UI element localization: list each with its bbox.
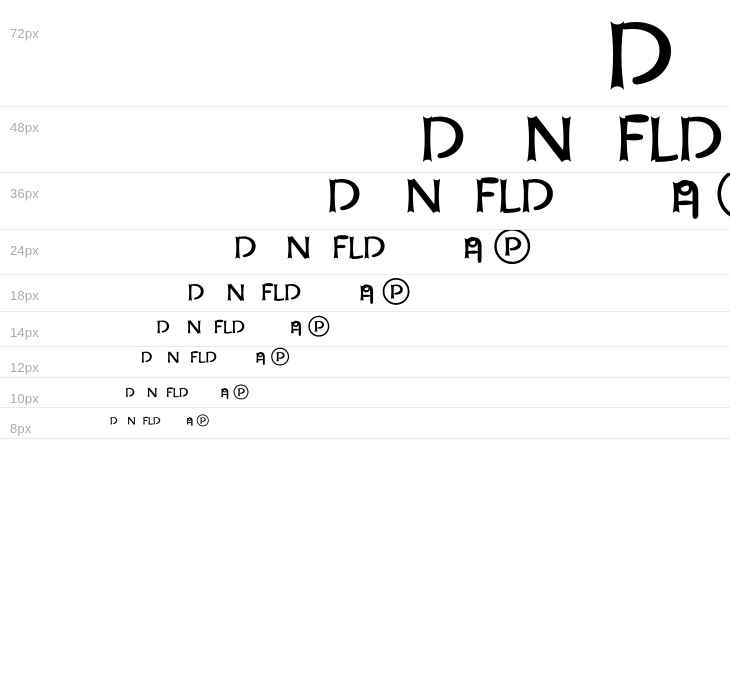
size-label: 36px xyxy=(10,186,39,201)
size-label: 18px xyxy=(10,288,39,303)
sample-text-glyphs xyxy=(48,173,730,227)
size-label: 72px xyxy=(10,26,39,41)
size-row-72: 72px xyxy=(0,0,730,107)
size-label: 10px xyxy=(10,391,39,406)
size-label: 48px xyxy=(10,120,39,135)
sample-text-glyphs xyxy=(48,347,290,368)
sample-text-glyphs xyxy=(48,315,331,339)
size-row-14: 14px xyxy=(0,312,730,347)
size-row-8: 8px xyxy=(0,408,730,439)
size-label: 14px xyxy=(10,325,39,340)
sample-text-glyphs xyxy=(48,384,250,401)
size-row-12: 12px xyxy=(0,347,730,378)
size-label: 12px xyxy=(10,360,39,375)
sample-text-glyphs xyxy=(48,230,533,269)
font-size-waterfall: 72px 48px 36px 24px 18px 14px 12px 10px … xyxy=(0,0,730,439)
sample-text-glyphs xyxy=(48,107,730,173)
sample-text-glyphs xyxy=(48,277,412,308)
sample-text-glyphs xyxy=(48,0,730,107)
size-row-24: 24px xyxy=(0,230,730,275)
size-row-18: 18px xyxy=(0,275,730,312)
sample-text-glyphs xyxy=(48,414,210,428)
size-row-48: 48px xyxy=(0,107,730,173)
size-row-36: 36px xyxy=(0,173,730,230)
size-label: 8px xyxy=(10,421,32,436)
size-row-10: 10px xyxy=(0,378,730,408)
size-label: 24px xyxy=(10,243,39,258)
